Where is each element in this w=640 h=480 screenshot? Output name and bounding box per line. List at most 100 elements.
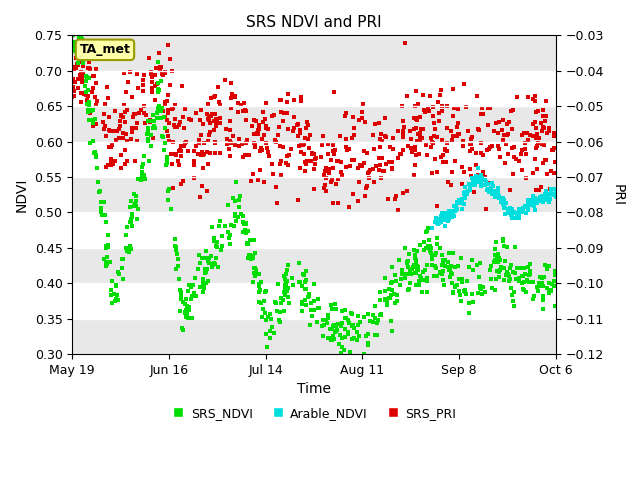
SRS_PRI xyxy=(440,146,450,154)
SRS_PRI xyxy=(189,174,199,182)
Arable_NDVI xyxy=(488,182,498,190)
SRS_NDVI xyxy=(144,157,154,165)
SRS_NDVI xyxy=(450,263,460,270)
SRS_NDVI xyxy=(262,343,273,351)
SRS_PRI xyxy=(92,96,102,104)
SRS_PRI xyxy=(150,82,160,89)
SRS_NDVI xyxy=(186,314,196,322)
SRS_NDVI xyxy=(113,270,124,277)
SRS_PRI xyxy=(364,168,374,176)
SRS_PRI xyxy=(524,136,534,144)
SRS_PRI xyxy=(426,144,436,151)
SRS_NDVI xyxy=(84,117,94,124)
Arable_NDVI xyxy=(506,211,516,219)
SRS_PRI xyxy=(278,118,288,125)
Arable_NDVI xyxy=(533,195,543,203)
SRS_PRI xyxy=(247,122,257,130)
SRS_NDVI xyxy=(447,270,457,277)
SRS_NDVI xyxy=(153,88,163,96)
SRS_NDVI xyxy=(147,111,157,119)
Arable_NDVI xyxy=(473,164,483,171)
SRS_PRI xyxy=(100,132,111,140)
SRS_NDVI xyxy=(541,265,552,273)
SRS_NDVI xyxy=(384,285,394,293)
Arable_NDVI xyxy=(445,209,455,217)
SRS_PRI xyxy=(410,144,420,151)
SRS_PRI xyxy=(116,111,126,119)
SRS_NDVI xyxy=(438,256,449,264)
SRS_NDVI xyxy=(409,262,419,269)
SRS_NDVI xyxy=(456,278,467,286)
SRS_NDVI xyxy=(79,54,89,61)
Arable_NDVI xyxy=(529,202,539,210)
SRS_PRI xyxy=(85,50,95,58)
SRS_NDVI xyxy=(332,327,342,335)
SRS_NDVI xyxy=(331,306,341,313)
Arable_NDVI xyxy=(456,198,466,206)
SRS_PRI xyxy=(374,143,385,151)
SRS_NDVI xyxy=(410,270,420,277)
SRS_NDVI xyxy=(528,295,538,303)
SRS_NDVI xyxy=(143,118,153,125)
SRS_NDVI xyxy=(163,185,173,192)
Arable_NDVI xyxy=(476,171,486,179)
SRS_NDVI xyxy=(86,116,96,124)
SRS_PRI xyxy=(275,160,285,168)
SRS_NDVI xyxy=(161,161,171,168)
SRS_PRI xyxy=(420,108,430,116)
Arable_NDVI xyxy=(498,194,508,202)
SRS_PRI xyxy=(268,170,278,178)
SRS_NDVI xyxy=(272,307,282,315)
SRS_PRI xyxy=(548,132,559,140)
SRS_NDVI xyxy=(70,40,81,48)
SRS_PRI xyxy=(77,89,87,96)
SRS_PRI xyxy=(393,127,403,135)
SRS_PRI xyxy=(387,164,397,172)
SRS_PRI xyxy=(78,62,88,70)
SRS_PRI xyxy=(74,53,84,60)
SRS_NDVI xyxy=(261,330,271,338)
SRS_NDVI xyxy=(199,280,209,288)
SRS_PRI xyxy=(540,117,550,125)
SRS_NDVI xyxy=(525,260,535,267)
SRS_NDVI xyxy=(493,268,504,276)
SRS_PRI xyxy=(520,150,531,157)
SRS_NDVI xyxy=(533,287,543,295)
Arable_NDVI xyxy=(518,204,528,212)
SRS_NDVI xyxy=(509,288,519,296)
SRS_NDVI xyxy=(100,263,111,270)
SRS_NDVI xyxy=(431,249,442,257)
SRS_PRI xyxy=(170,123,180,131)
SRS_NDVI xyxy=(384,285,394,293)
SRS_PRI xyxy=(508,170,518,178)
SRS_PRI xyxy=(111,136,121,144)
SRS_PRI xyxy=(415,136,426,144)
SRS_PRI xyxy=(348,190,358,197)
SRS_NDVI xyxy=(550,271,560,278)
SRS_PRI xyxy=(425,92,435,100)
SRS_PRI xyxy=(178,113,188,121)
SRS_PRI xyxy=(300,141,310,148)
SRS_PRI xyxy=(438,151,449,159)
SRS_NDVI xyxy=(116,255,127,263)
Arable_NDVI xyxy=(503,205,513,213)
SRS_PRI xyxy=(148,134,158,142)
Arable_NDVI xyxy=(509,208,520,216)
SRS_PRI xyxy=(459,80,469,88)
SRS_NDVI xyxy=(322,320,332,327)
Arable_NDVI xyxy=(489,187,499,194)
SRS_PRI xyxy=(457,163,467,170)
SRS_NDVI xyxy=(154,102,164,110)
SRS_NDVI xyxy=(171,243,181,251)
SRS_NDVI xyxy=(392,291,402,299)
SRS_PRI xyxy=(319,181,330,189)
SRS_NDVI xyxy=(281,282,291,290)
SRS_NDVI xyxy=(83,108,93,116)
SRS_NDVI xyxy=(348,321,358,329)
Arable_NDVI xyxy=(500,210,510,217)
SRS_PRI xyxy=(239,99,250,107)
SRS_PRI xyxy=(220,76,230,84)
SRS_PRI xyxy=(336,168,346,176)
SRS_PRI xyxy=(491,120,501,127)
SRS_NDVI xyxy=(301,268,312,276)
